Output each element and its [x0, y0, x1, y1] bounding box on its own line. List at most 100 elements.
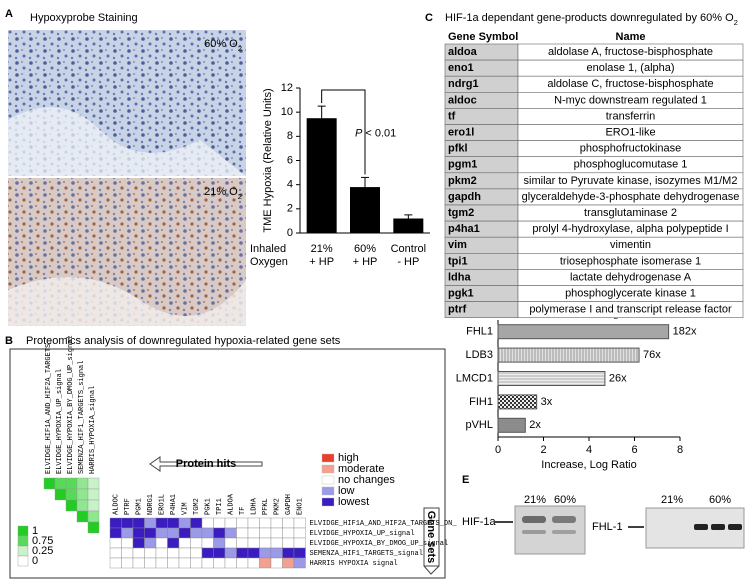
legend-label: high [338, 452, 359, 464]
heatmap-cell [224, 557, 237, 569]
band [552, 530, 576, 534]
heatmap-cell [224, 517, 237, 529]
heatmap-cell [259, 517, 272, 529]
heatmap-cell [178, 517, 191, 529]
heatmap-cell [109, 537, 122, 549]
band [711, 524, 725, 530]
y-tick-label: 0 [287, 227, 293, 239]
y-tick-label: 8 [287, 130, 293, 142]
heatmap-cell [270, 557, 283, 569]
x-tick-label: 2 [540, 444, 546, 456]
overlap-cell [76, 510, 89, 523]
overlap-cell [43, 477, 56, 490]
y-tick-label: pVHL [465, 419, 493, 431]
protein-label: LDHA [251, 497, 259, 515]
gene-set-row-label: ELVIDGE_HYPOXIA_UP_signal [310, 530, 415, 538]
gene-name: aldolase C, fructose-bisphosphate [547, 78, 713, 90]
gene-symbol: eno1 [448, 62, 474, 74]
heatmap-cell [178, 547, 191, 559]
heatmap-cell [213, 537, 226, 549]
heatmap-cell [155, 527, 168, 539]
heatmap-cell [213, 527, 226, 539]
heatmap-cell [236, 547, 249, 559]
heatmap-cell [224, 547, 237, 559]
gene-set-label: ELVIDGE_HYPOXIA_BY_DMOG_UP_signal [67, 335, 75, 474]
arrow-label: Protein hits [176, 458, 237, 470]
heatmap-cell [144, 557, 157, 569]
bar [497, 371, 606, 386]
protein-label: ALDOC [113, 494, 121, 515]
heatmap-cell [190, 547, 203, 559]
fold-label: 26x [609, 372, 627, 384]
gene-symbol: aldoa [448, 46, 478, 58]
gene-name: lactate dehydrogenase A [570, 271, 692, 283]
heatmap-cell [247, 537, 260, 549]
protein-label: TGM2 [193, 498, 201, 515]
gene-name: transferrin [606, 110, 656, 122]
legend-label: lowest [338, 496, 369, 508]
gene-set-label: ELVIDGE_HYPOXIA_UP_signal [56, 369, 64, 474]
gene-set-row-label: ELVIDGE_HIF1A_AND_HIF2A_TARGETS_DN_ [310, 520, 458, 528]
heatmap-cell [167, 547, 180, 559]
heatmap-cell [132, 547, 145, 559]
heatmap-cell [201, 537, 214, 549]
heatmap-cell [109, 557, 122, 569]
overlap-cell [54, 488, 67, 501]
y-tick-label: LMCD1 [456, 372, 493, 384]
protein-label: PGM1 [136, 498, 144, 515]
heatmap-cell [247, 547, 260, 559]
heatmap-cell [247, 517, 260, 529]
gene-name: phosphoglycerate kinase 1 [565, 287, 696, 299]
gene-name: aldolase A, fructose-bisphosphate [548, 46, 713, 58]
heatmap-cell [236, 537, 249, 549]
gene-symbol: gapdh [448, 191, 481, 203]
gene-symbol: pkm2 [448, 175, 477, 187]
overlap-cell [87, 521, 100, 534]
bar [393, 218, 424, 233]
gene-set-row-label: HARRIS HYPOXIA signal [310, 560, 398, 568]
band [728, 524, 742, 530]
y-tick-label: 12 [281, 82, 293, 94]
fold-label: 182x [673, 326, 697, 338]
gene-symbol: vim [448, 239, 467, 251]
heatmap-cell [293, 537, 306, 549]
lumen [8, 277, 246, 326]
heatmap-cell [155, 537, 168, 549]
bar [497, 417, 526, 433]
table-cell [517, 301, 744, 319]
x-tick-label: Control [391, 243, 426, 255]
bar [497, 324, 670, 340]
heatmap-cell [270, 547, 283, 559]
scale-label: 0 [32, 555, 38, 567]
band [552, 516, 576, 523]
gene-symbol: pfkl [448, 143, 468, 155]
gene-set-label: SEMENZA_HIF1_TARGETS_signal [78, 361, 86, 474]
scale-swatch [17, 555, 29, 567]
lumen [8, 107, 246, 176]
heatmap-cell [190, 537, 203, 549]
heatmap-cell [259, 547, 272, 559]
heatmap-cell [270, 537, 283, 549]
x-tick-label: 4 [586, 444, 592, 456]
panel-letter: B [5, 335, 13, 347]
gene-name: vimentin [610, 239, 651, 251]
gene-name: glyceraldehyde-3-phosphate dehydrogenase [522, 191, 740, 203]
gene-symbol: tf [448, 110, 456, 122]
legend-swatch [321, 453, 335, 463]
heatmap-cell [201, 527, 214, 539]
gene-name: phosphofructokinase [580, 143, 682, 155]
overlap-cell [65, 477, 78, 490]
gene-name: triosephosphate isomerase 1 [560, 255, 701, 267]
heatmap-cell [247, 527, 260, 539]
protein-label: ALDOA [228, 493, 236, 515]
bar [497, 347, 640, 363]
heatmap-cell [282, 547, 295, 559]
gene-symbol: ndrg1 [448, 78, 479, 90]
heatmap-cell [293, 557, 306, 569]
protein-label: ERO1L [159, 494, 167, 515]
gene-symbol: ero1l [448, 126, 474, 138]
x-tick-label: 8 [677, 444, 683, 456]
heatmap-cell [155, 517, 168, 529]
heatmap-cell [270, 527, 283, 539]
heatmap-cell [270, 517, 283, 529]
